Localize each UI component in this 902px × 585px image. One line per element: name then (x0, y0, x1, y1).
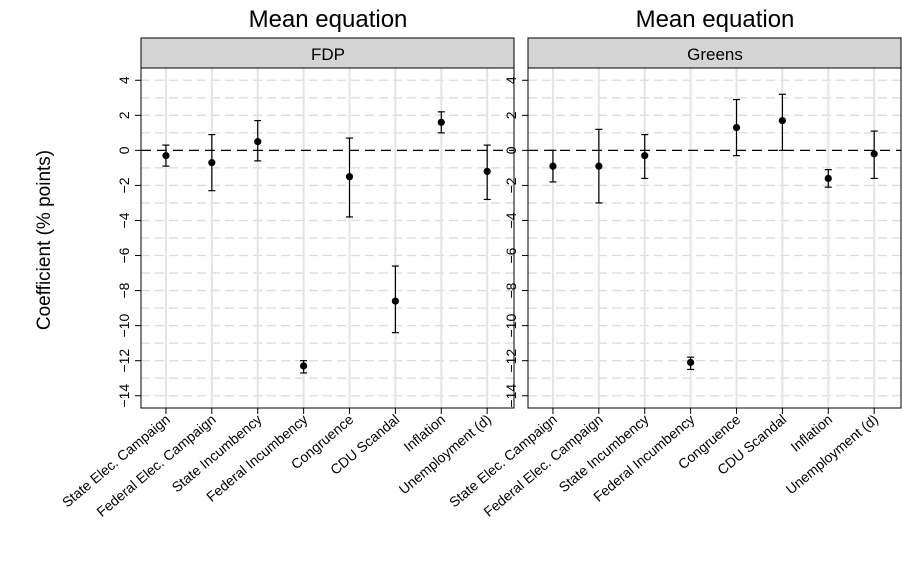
y-tick-label: 0 (116, 146, 132, 154)
panel-frame (527, 67, 902, 409)
y-tick-label: −8 (503, 282, 519, 298)
panel-strip (140, 37, 515, 69)
point-estimate (824, 174, 832, 183)
panel-title: Mean equation (249, 6, 408, 33)
point-estimate (162, 152, 170, 160)
y-tick-label: −4 (116, 212, 132, 228)
point-estimate (687, 358, 695, 367)
point-estimate (595, 162, 603, 170)
point-estimate (549, 162, 557, 170)
y-tick-label: 4 (116, 76, 132, 84)
panel-frame (140, 67, 515, 409)
point-estimate (391, 297, 399, 305)
y-tick-label: −14 (503, 384, 519, 408)
y-tick-label: −10 (503, 314, 519, 338)
y-tick-label: 2 (116, 111, 132, 119)
point-estimate (870, 150, 878, 158)
y-axis-label: Coefficient (% points) (34, 150, 55, 330)
y-tick-label: −8 (116, 282, 132, 298)
point-estimate (641, 152, 649, 160)
y-tick-label: −6 (503, 247, 519, 263)
point-estimate (483, 167, 491, 176)
panel-title: Mean equation (636, 6, 795, 33)
y-tick-label: −6 (116, 247, 132, 263)
panel-strip-label: FDP (311, 45, 345, 64)
point-estimate (778, 116, 786, 125)
y-tick-label: 0 (503, 146, 519, 154)
y-tick-label: −12 (116, 349, 132, 373)
y-tick-label: 4 (503, 76, 519, 84)
y-tick-label: −10 (116, 314, 132, 338)
point-estimate (437, 118, 445, 126)
y-tick-label: −14 (116, 384, 132, 408)
point-estimate (208, 159, 216, 167)
y-tick-label: −2 (503, 177, 519, 193)
point-estimate (345, 173, 354, 181)
y-tick-label: −4 (503, 212, 519, 228)
point-estimate (732, 123, 741, 132)
y-tick-label: −12 (503, 349, 519, 373)
y-tick-label: 2 (503, 111, 519, 119)
point-estimate (254, 138, 262, 146)
point-estimate (300, 362, 308, 370)
panel-strip-label: Greens (687, 45, 743, 64)
y-tick-label: −2 (116, 177, 132, 193)
